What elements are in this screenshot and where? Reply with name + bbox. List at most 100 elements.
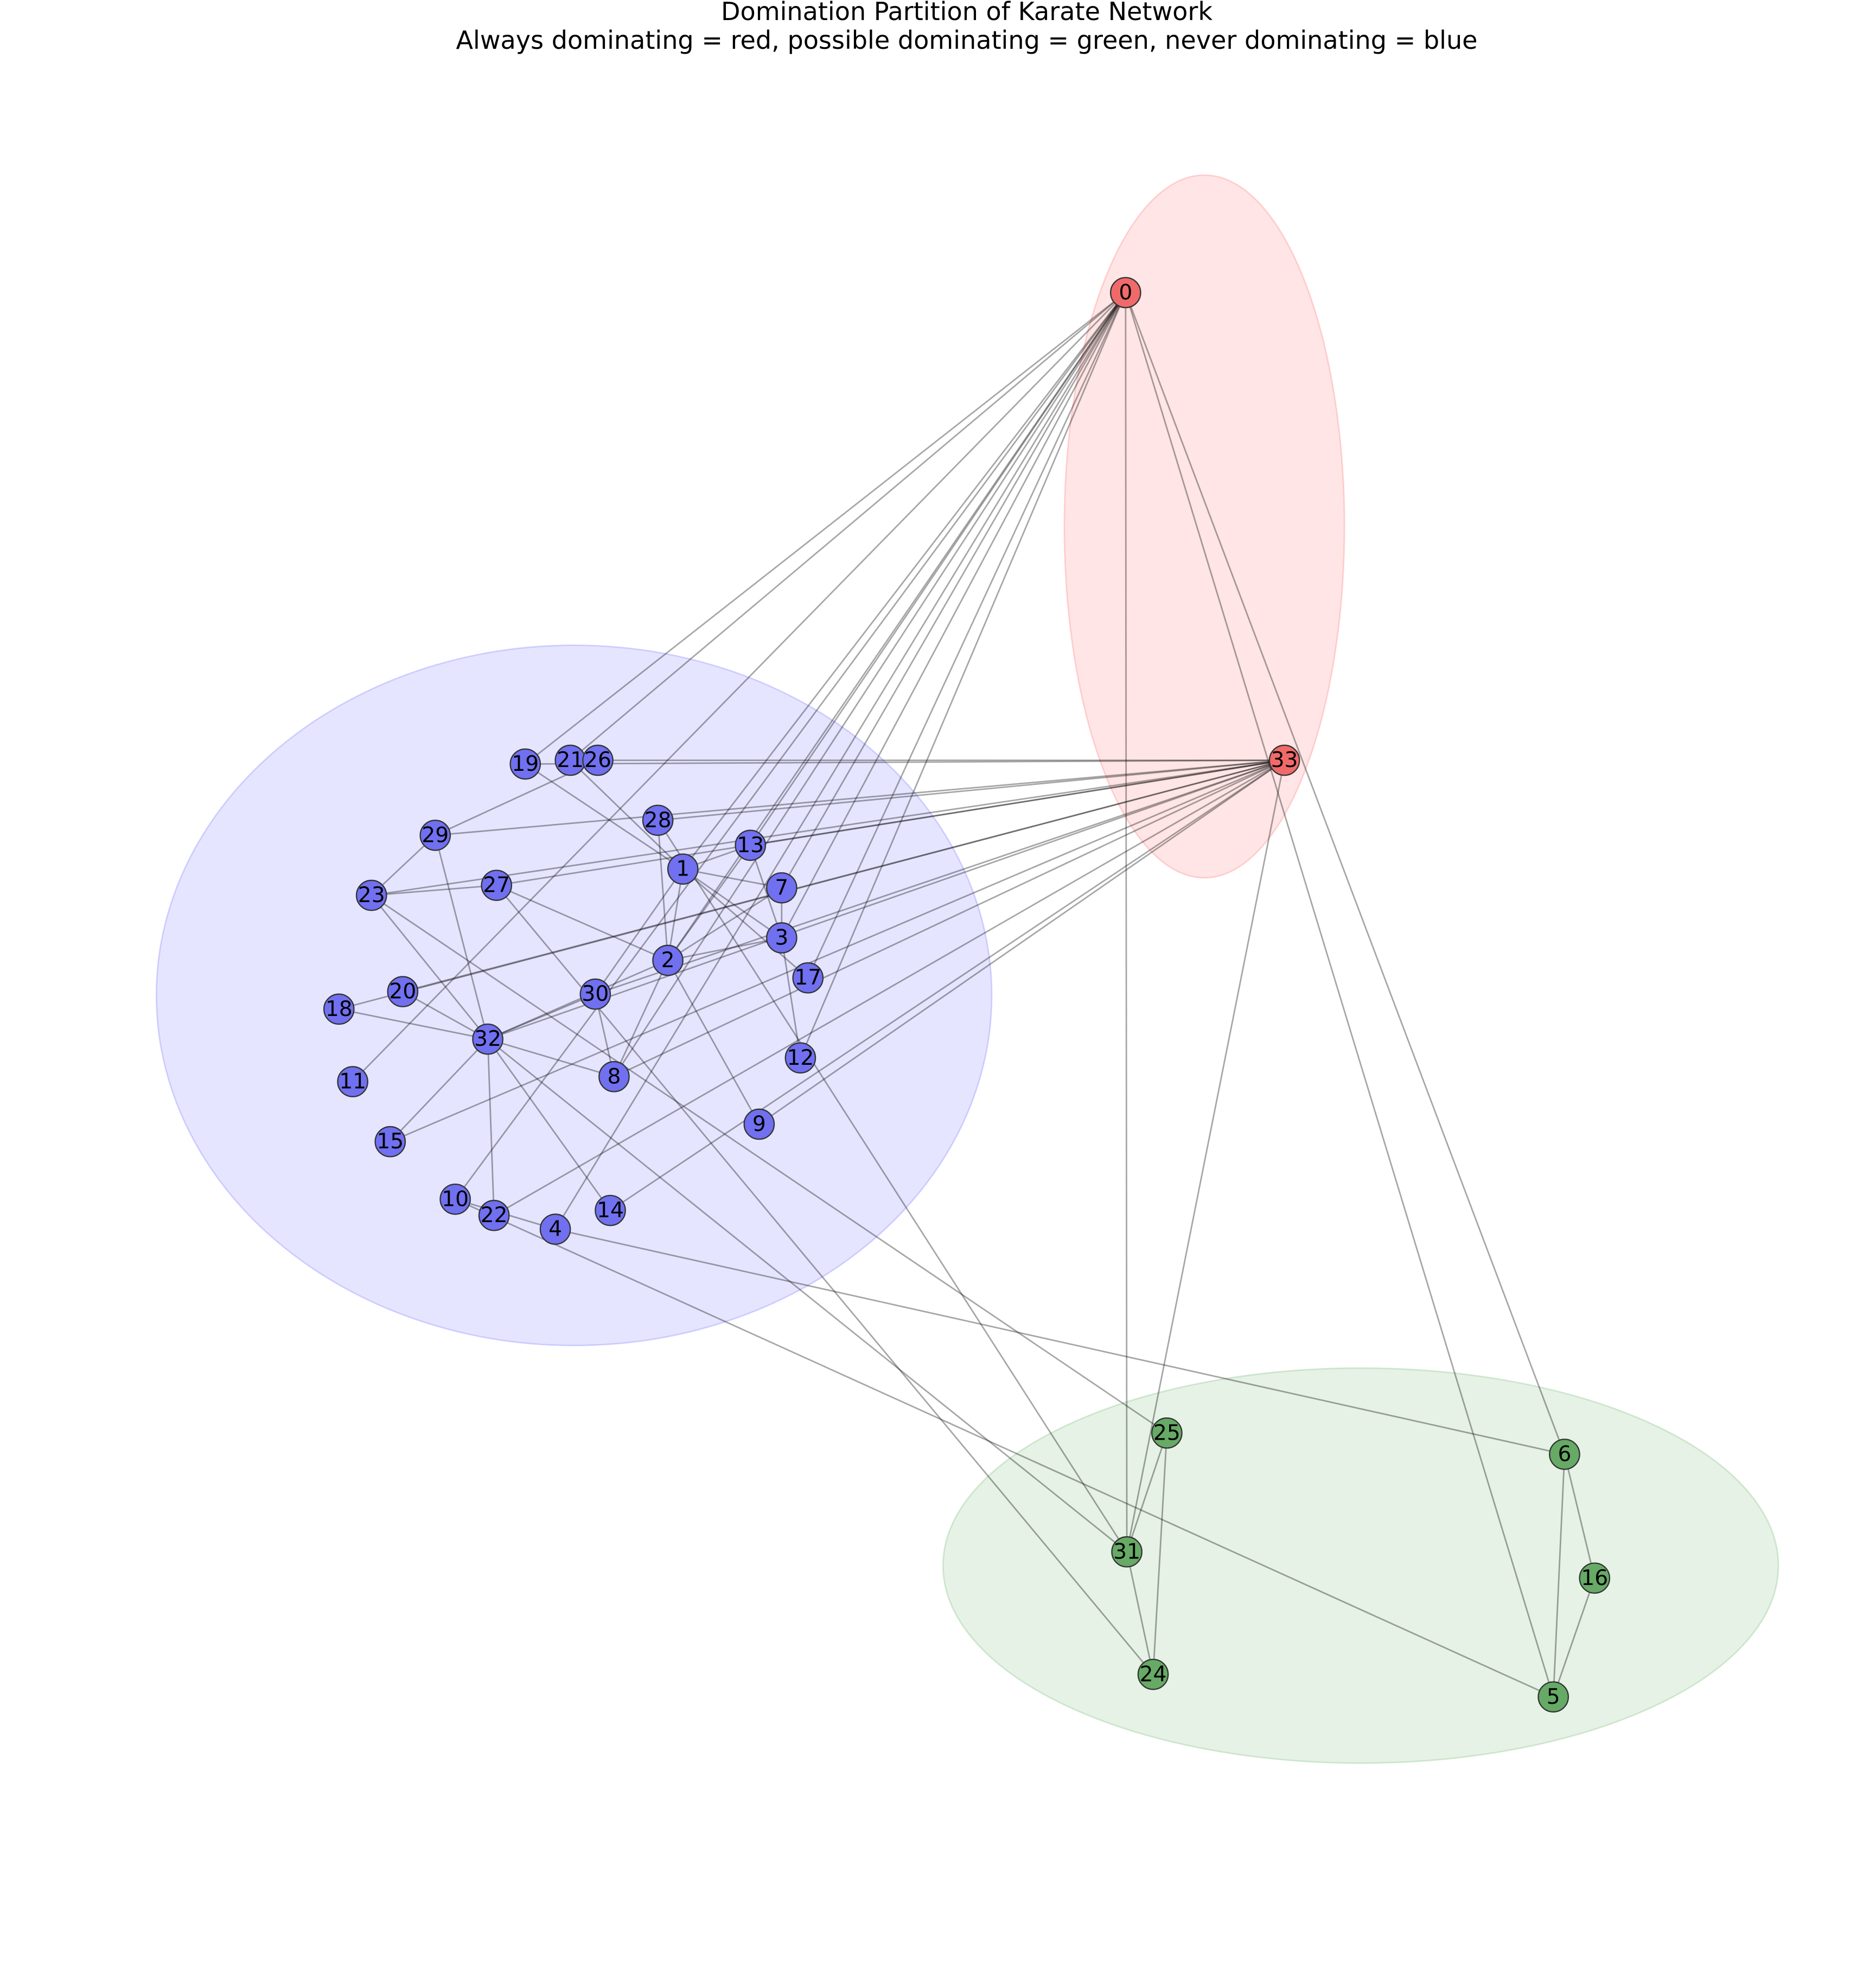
node [387, 976, 419, 1007]
node-label: 1 [676, 857, 690, 881]
node [652, 944, 684, 976]
edge [402, 990, 488, 1040]
node [478, 1199, 510, 1231]
edge [487, 759, 1285, 1040]
edge [1552, 1454, 1566, 1697]
edge [371, 894, 1167, 1434]
node-label: 17 [794, 966, 821, 990]
edge [667, 887, 782, 961]
node-label: 6 [1558, 1442, 1571, 1467]
edge [1152, 1433, 1168, 1675]
edge [682, 868, 809, 979]
node-label: 32 [474, 1027, 501, 1051]
node-label: 11 [339, 1070, 366, 1094]
subtitle: Always dominating = red, possible domina… [456, 25, 1477, 55]
edge [496, 884, 668, 961]
node [1109, 277, 1141, 309]
node [598, 1061, 630, 1092]
edge [595, 868, 684, 995]
node-label: 4 [548, 1217, 562, 1242]
edge [554, 292, 1126, 1230]
title: Domination Partition of Karate Network [721, 0, 1213, 26]
edge [613, 960, 669, 1077]
node [735, 829, 767, 861]
edge [339, 1008, 488, 1040]
edge [800, 292, 1127, 1058]
node [355, 879, 387, 911]
edge [667, 960, 760, 1125]
edge [525, 759, 1285, 765]
edge [455, 292, 1126, 1200]
group-region [155, 644, 993, 1346]
edge [614, 759, 1285, 1078]
edge [352, 292, 1126, 1083]
node [792, 962, 824, 994]
edge [657, 820, 1128, 1552]
nodes: 0335616242531123478910111213141517181920… [323, 277, 1611, 1713]
node-label: 18 [326, 997, 353, 1021]
edge [1564, 1454, 1596, 1578]
node-label: 15 [377, 1129, 404, 1154]
node-label: 19 [512, 752, 539, 776]
edge [525, 292, 1126, 765]
edge [371, 759, 1285, 896]
node [1137, 1658, 1169, 1690]
node [595, 1194, 626, 1226]
edge [657, 820, 669, 961]
node [337, 1066, 368, 1097]
edge [435, 759, 1285, 836]
node [766, 872, 797, 904]
edge [339, 759, 1285, 1010]
node-label: 23 [358, 883, 385, 907]
node-label: 12 [787, 1046, 814, 1070]
edge [658, 759, 1285, 821]
node [743, 1108, 775, 1140]
node [1549, 1439, 1580, 1470]
edge [750, 759, 1285, 846]
edge [487, 1038, 611, 1211]
node-label: 22 [481, 1203, 508, 1228]
edge [525, 763, 684, 870]
node [509, 748, 541, 780]
edge [749, 845, 783, 938]
edge [371, 884, 497, 896]
edge [555, 1228, 1565, 1455]
edge [487, 993, 596, 1040]
node [784, 1042, 816, 1074]
edge [1125, 292, 1554, 1697]
edge [807, 292, 1127, 979]
node-label: 13 [737, 833, 764, 858]
edge [455, 1198, 1554, 1698]
node-label: 16 [1581, 1566, 1608, 1590]
edge [402, 759, 1285, 993]
edge [493, 759, 1285, 1216]
edge [682, 292, 1126, 870]
node [579, 978, 611, 1010]
node [472, 1023, 503, 1055]
edge [390, 759, 1285, 1143]
edge [682, 868, 782, 889]
edge [781, 292, 1127, 938]
edge [570, 759, 684, 870]
node-label: 30 [582, 982, 609, 1006]
node [439, 1183, 471, 1215]
edge [1125, 292, 1128, 1552]
node [374, 1126, 406, 1158]
edge [667, 937, 782, 961]
node-label: 3 [775, 925, 788, 950]
edge [487, 960, 668, 1040]
edge [496, 759, 1285, 886]
node-label: 0 [1119, 280, 1132, 305]
edge [595, 759, 1285, 995]
node-label: 21 [557, 748, 584, 772]
node-label: 2 [661, 948, 675, 973]
edge [1126, 1433, 1168, 1552]
node-label: 10 [442, 1187, 469, 1211]
edge [390, 1038, 489, 1142]
node-label: 9 [752, 1112, 766, 1136]
edge [1125, 292, 1566, 1455]
node-label: 29 [422, 823, 449, 847]
edge [371, 894, 489, 1040]
